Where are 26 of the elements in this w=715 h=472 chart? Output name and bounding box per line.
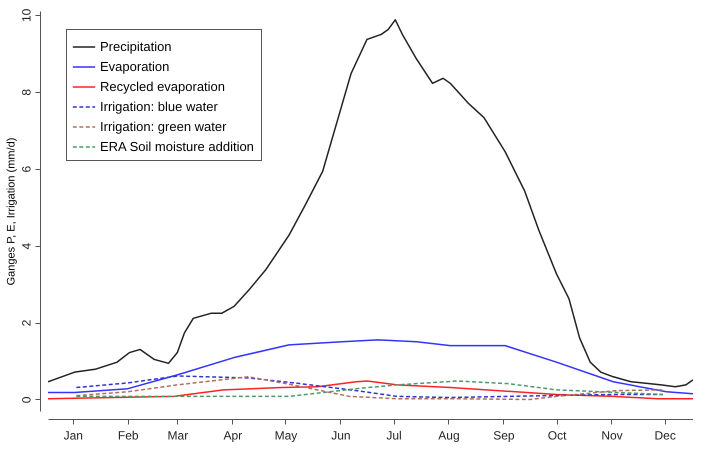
line-series — [48, 339, 693, 394]
y-tick-label: 0 — [20, 396, 34, 404]
x-tick-label: Jun — [331, 428, 351, 442]
x-tick-label: Nov — [601, 428, 623, 442]
x-tick-label: Jul — [386, 428, 402, 442]
legend-label: Irrigation: blue water — [100, 99, 218, 114]
x-tick-label: Feb — [118, 428, 139, 442]
x-tick-label: Aug — [438, 428, 460, 442]
legend-label: Irrigation: green water — [100, 119, 228, 134]
x-tick-label: Apr — [223, 428, 242, 442]
legend-label: Precipitation — [100, 39, 172, 54]
x-tick-label: Oct — [548, 428, 568, 442]
y-axis-title: Ganges P, E, Irrigation (mm/d) — [6, 138, 18, 286]
x-tick-label: May — [274, 428, 298, 442]
x-tick-label: Dec — [654, 428, 676, 442]
y-tick-label: 6 — [20, 166, 34, 173]
y-tick-label: 4 — [20, 242, 34, 250]
x-tick-label: Jan — [64, 428, 83, 442]
y-tick-label: 8 — [20, 88, 34, 96]
legend-label: Recycled evaporation — [100, 79, 226, 94]
x-tick-label: Mar — [168, 428, 188, 442]
legend-label: Evaporation — [100, 59, 170, 74]
x-tick-label: Sep — [493, 428, 515, 442]
y-tick-label: 10 — [20, 8, 34, 22]
legend-label: ERA Soil moisture addition — [100, 139, 254, 154]
y-tick-label: 2 — [20, 319, 34, 326]
